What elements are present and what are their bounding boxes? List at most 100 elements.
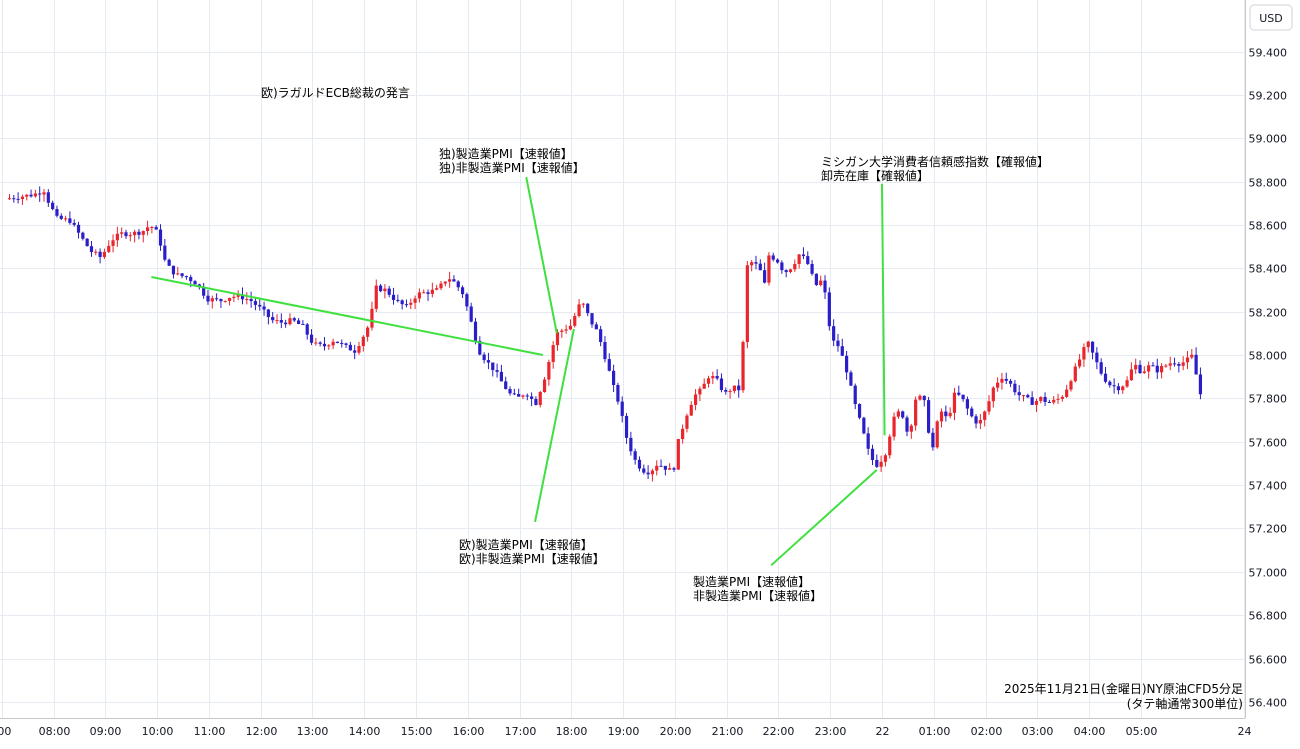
candle-body bbox=[603, 342, 607, 360]
candle-body bbox=[1052, 399, 1056, 403]
candle-body bbox=[1086, 341, 1090, 348]
candle-body bbox=[672, 468, 676, 470]
candle-body bbox=[775, 259, 780, 263]
candle-body bbox=[240, 294, 245, 300]
candle-body bbox=[668, 468, 672, 470]
candle-body bbox=[1194, 354, 1198, 375]
candle-body bbox=[819, 280, 823, 286]
candle-body bbox=[1095, 352, 1099, 363]
candle-body bbox=[292, 318, 296, 321]
candle-body bbox=[370, 308, 374, 328]
candle-body bbox=[1034, 400, 1039, 405]
candle-body bbox=[875, 459, 879, 467]
candle-body bbox=[107, 245, 111, 252]
candle-body bbox=[1026, 395, 1030, 398]
candle-body bbox=[46, 192, 50, 203]
y-tick-label: 58.800 bbox=[1249, 177, 1288, 190]
candle-body bbox=[547, 361, 551, 380]
candle-body bbox=[7, 198, 12, 200]
candle-body bbox=[849, 372, 853, 386]
candle-body bbox=[404, 304, 409, 306]
candle-body bbox=[76, 224, 81, 233]
candle-body bbox=[542, 379, 547, 392]
x-tick-label: 10:00 bbox=[142, 725, 174, 738]
candle-body bbox=[590, 313, 594, 325]
candle-body bbox=[1008, 380, 1013, 384]
annotation-text: 独)製造業PMI【速報値】 bbox=[439, 146, 573, 161]
candle-body bbox=[767, 255, 771, 283]
candle-body bbox=[435, 288, 439, 290]
candle-body bbox=[564, 329, 568, 331]
candle-body bbox=[538, 391, 542, 405]
candle-body bbox=[150, 227, 154, 229]
candle-body bbox=[448, 279, 452, 282]
candle-body bbox=[81, 232, 85, 239]
candle-body bbox=[823, 280, 827, 293]
candle-body bbox=[685, 415, 689, 429]
candle-body bbox=[1125, 380, 1129, 387]
y-tick-label: 56.800 bbox=[1249, 610, 1288, 623]
candle-body bbox=[284, 322, 288, 325]
candle-body bbox=[1159, 366, 1164, 373]
candle-body bbox=[611, 370, 616, 386]
candle-body bbox=[581, 303, 585, 305]
candle-body bbox=[353, 350, 357, 353]
candle-body bbox=[711, 376, 715, 379]
candle-body bbox=[348, 344, 352, 351]
candle-body bbox=[309, 334, 314, 343]
candle-body bbox=[1142, 371, 1146, 373]
candle-body bbox=[1078, 359, 1082, 367]
candle-body bbox=[1134, 364, 1138, 370]
candle-body bbox=[55, 209, 59, 216]
candle-body bbox=[944, 411, 948, 417]
candle-body bbox=[68, 218, 72, 223]
candle-body bbox=[72, 222, 76, 225]
candle-body bbox=[227, 297, 232, 301]
x-gridlines bbox=[2, 0, 1245, 718]
candle-body bbox=[836, 340, 840, 347]
candle-body bbox=[426, 292, 430, 294]
candle-body bbox=[266, 309, 270, 318]
candle-body bbox=[236, 294, 240, 297]
candle-body bbox=[737, 385, 741, 391]
candle-body bbox=[197, 284, 201, 287]
candle-body bbox=[555, 331, 560, 346]
candle-body bbox=[51, 202, 55, 210]
candle-body bbox=[1065, 389, 1069, 397]
currency-badge[interactable]: USD bbox=[1249, 4, 1293, 31]
candle-body bbox=[965, 399, 970, 409]
candle-body bbox=[784, 270, 788, 273]
candle-body bbox=[646, 472, 650, 475]
x-tick-label: 09:00 bbox=[90, 725, 122, 738]
candle-body bbox=[914, 399, 918, 426]
candle-body bbox=[922, 395, 926, 401]
candles bbox=[7, 186, 1203, 482]
candle-body bbox=[417, 292, 422, 299]
annotation-text: 欧)非製造業PMI【速報値】 bbox=[459, 551, 605, 566]
candle-body bbox=[810, 263, 814, 274]
candle-body bbox=[465, 294, 469, 307]
x-tick-label: :00 bbox=[0, 725, 11, 738]
candle-body bbox=[655, 465, 659, 471]
annotation-leader bbox=[534, 328, 575, 523]
candle-body bbox=[594, 324, 598, 330]
candle-body bbox=[469, 306, 473, 322]
x-tick-label: 21:00 bbox=[712, 725, 744, 738]
x-tick-label: 20:00 bbox=[660, 725, 692, 738]
candle-body bbox=[1108, 381, 1112, 386]
candle-body bbox=[788, 269, 793, 273]
candle-body bbox=[620, 401, 624, 416]
y-tick-label: 57.800 bbox=[1249, 393, 1288, 406]
candle-body bbox=[952, 392, 957, 413]
candle-body bbox=[1090, 341, 1095, 353]
candle-body bbox=[551, 345, 555, 362]
candle-body bbox=[629, 437, 633, 452]
candle-body bbox=[12, 198, 16, 200]
annotation-leaders bbox=[151, 177, 886, 567]
candle-body bbox=[741, 342, 745, 391]
candle-body bbox=[1112, 385, 1116, 387]
candle-body bbox=[245, 299, 249, 301]
candle-body bbox=[396, 299, 400, 301]
